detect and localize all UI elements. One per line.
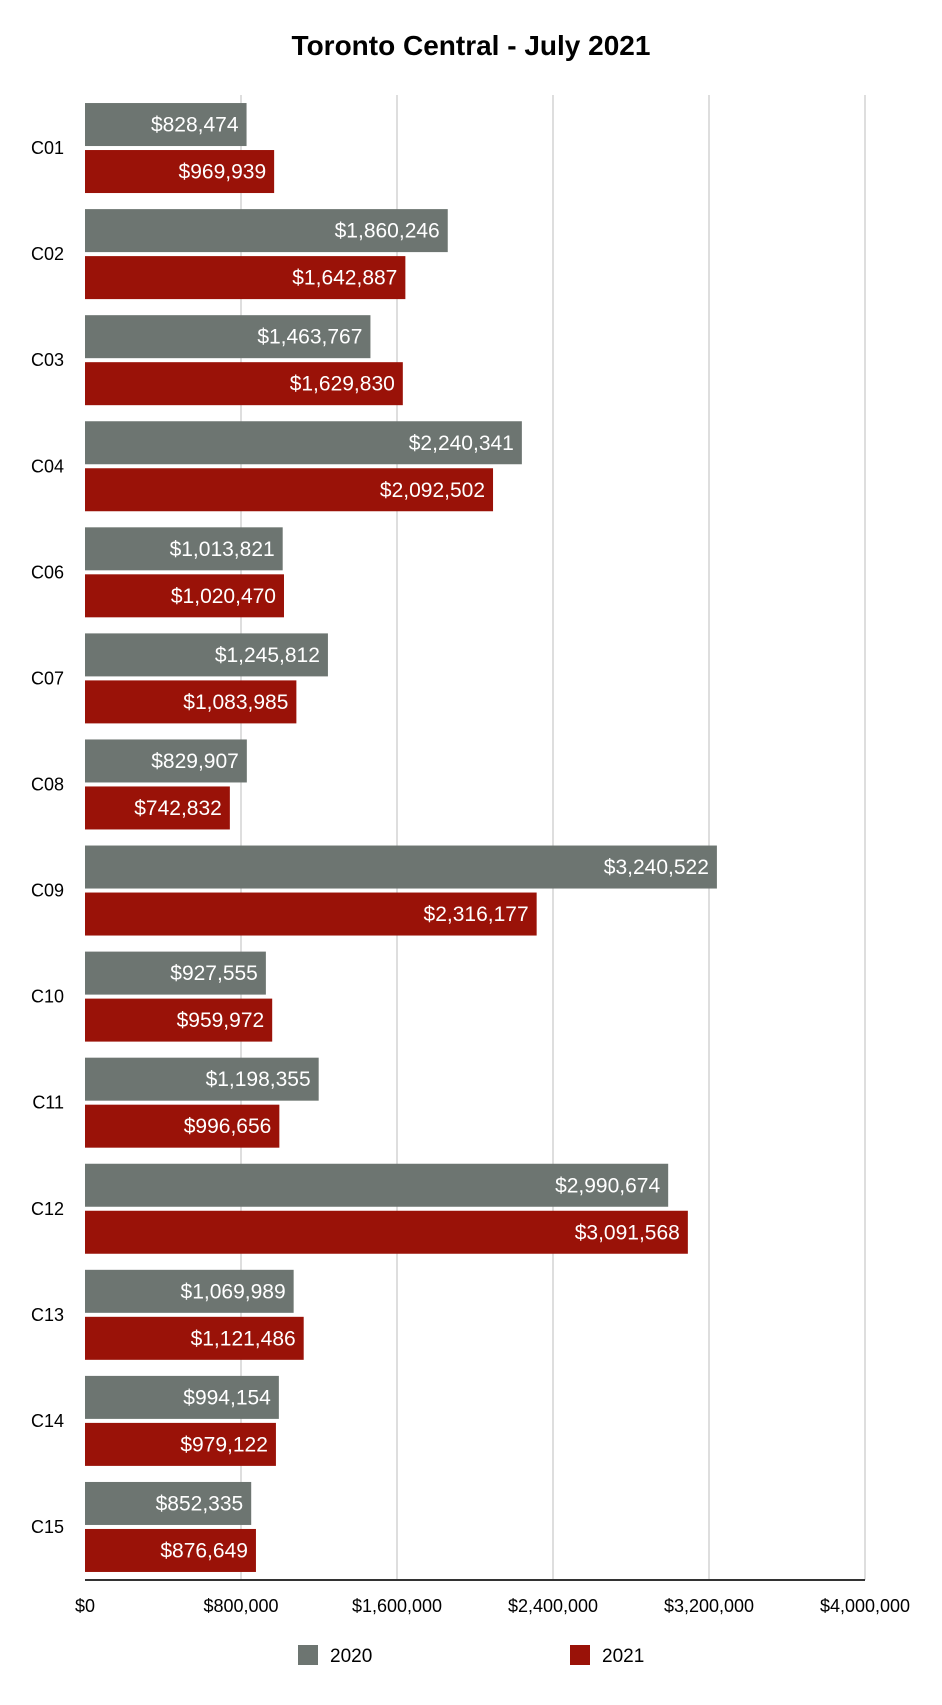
bar-2021-C14: [85, 1422, 276, 1466]
bar-value-label: $1,642,887: [292, 267, 397, 290]
x-tick-label: $800,000: [203, 1596, 278, 1616]
x-tick-label: $3,200,000: [664, 1596, 754, 1616]
bar-2021-C02: [85, 256, 406, 300]
bar-2020-C02: [85, 209, 448, 253]
y-category-label: C12: [31, 1199, 64, 1219]
x-tick-label: $4,000,000: [820, 1596, 910, 1616]
bar-value-label: $2,240,341: [409, 432, 514, 455]
y-category-label: C06: [31, 562, 64, 582]
bar-2021-C08: [85, 786, 230, 830]
bar-2020-C15: [85, 1481, 252, 1525]
chart-title: Toronto Central - July 2021: [292, 30, 651, 61]
y-category-label: C11: [32, 1093, 64, 1113]
y-category-label: C03: [31, 350, 64, 370]
legend-label-2020: 2020: [330, 1646, 372, 1667]
x-tick-label: $0: [75, 1596, 95, 1616]
y-category-label: C09: [31, 881, 64, 901]
bar-value-label: $1,245,812: [215, 644, 320, 667]
bar-value-label: $852,335: [156, 1492, 244, 1515]
bar-2020-C04: [85, 421, 522, 465]
bar-value-label: $969,939: [179, 161, 267, 184]
bar-value-label: $1,629,830: [290, 373, 395, 396]
bar-2020-C08: [85, 739, 247, 783]
legend-swatch-2020: [298, 1645, 318, 1665]
bar-value-label: $1,069,989: [181, 1280, 286, 1303]
y-category-label: C08: [31, 774, 64, 794]
legend-label-2021: 2021: [602, 1646, 644, 1667]
bar-value-label: $996,656: [184, 1115, 272, 1138]
y-category-label: C02: [31, 244, 64, 264]
bar-value-label: $1,198,355: [206, 1068, 311, 1091]
y-category-label: C15: [31, 1517, 64, 1537]
bar-value-label: $1,121,486: [191, 1327, 296, 1350]
bar-2020-C01: [85, 103, 247, 147]
axes: $0 $800,000 $1,600,000 $2,400,000 $3,200,000…: [31, 138, 910, 1616]
bar-value-label: $1,013,821: [170, 538, 275, 561]
bar-value-label: $2,990,674: [555, 1174, 660, 1197]
bar-2020-C11: [85, 1057, 319, 1101]
bar-2021-C09: [85, 892, 537, 936]
bar-value-label: $2,316,177: [424, 903, 529, 926]
bar-2020-C07: [85, 633, 328, 677]
bar-2021-C07: [85, 680, 297, 724]
y-category-label: C10: [31, 987, 64, 1007]
bar-value-label: $3,091,568: [575, 1221, 680, 1244]
bar-value-label: $1,860,246: [335, 220, 440, 243]
bar-value-label: $742,832: [134, 797, 222, 820]
bar-value-label: $1,083,985: [183, 691, 288, 714]
bar-value-label: $979,122: [180, 1433, 268, 1456]
bar-2021-C15: [85, 1528, 256, 1572]
bar-value-label: $927,555: [170, 962, 258, 985]
bar-value-label: $994,154: [183, 1386, 271, 1409]
bar-2021-C10: [85, 998, 273, 1042]
bar-value-label: $1,463,767: [257, 326, 362, 349]
bar-2021-C12: [85, 1210, 688, 1254]
bar-2021-C04: [85, 468, 494, 512]
x-tick-label: $2,400,000: [508, 1596, 598, 1616]
bar-2021-C11: [85, 1104, 280, 1148]
y-category-label: C07: [31, 668, 64, 688]
y-category-label: C04: [31, 456, 64, 476]
bar-2020-C12: [85, 1163, 669, 1207]
bars: $828,474 $969,939 $1,860,246 $1,642,887 $1,4…: [85, 103, 717, 1572]
bar-2020-C10: [85, 951, 266, 995]
bar-2020-C03: [85, 315, 371, 359]
bar-2021-C06: [85, 574, 284, 618]
legend-swatch-2021: [570, 1645, 590, 1665]
x-tick-label: $1,600,000: [352, 1596, 442, 1616]
legend: 2020 2021: [298, 1645, 644, 1667]
bar-2021-C13: [85, 1316, 304, 1360]
y-category-label: C13: [31, 1305, 64, 1325]
bar-2021-C03: [85, 362, 403, 406]
bar-2020-C09: [85, 845, 717, 889]
bar-value-label: $828,474: [151, 114, 239, 137]
bar-2020-C13: [85, 1269, 294, 1313]
y-category-label: C14: [31, 1411, 64, 1431]
bar-2021-C01: [85, 150, 275, 194]
bar-value-label: $876,649: [160, 1539, 248, 1562]
bar-value-label: $2,092,502: [380, 479, 485, 502]
bar-value-label: $959,972: [177, 1009, 265, 1032]
bar-value-label: $1,020,470: [171, 585, 276, 608]
y-category-label: C01: [31, 138, 64, 158]
bar-2020-C06: [85, 527, 283, 571]
bar-2020-C14: [85, 1375, 279, 1419]
bar-value-label: $829,907: [151, 750, 239, 773]
bar-value-label: $3,240,522: [604, 856, 709, 879]
